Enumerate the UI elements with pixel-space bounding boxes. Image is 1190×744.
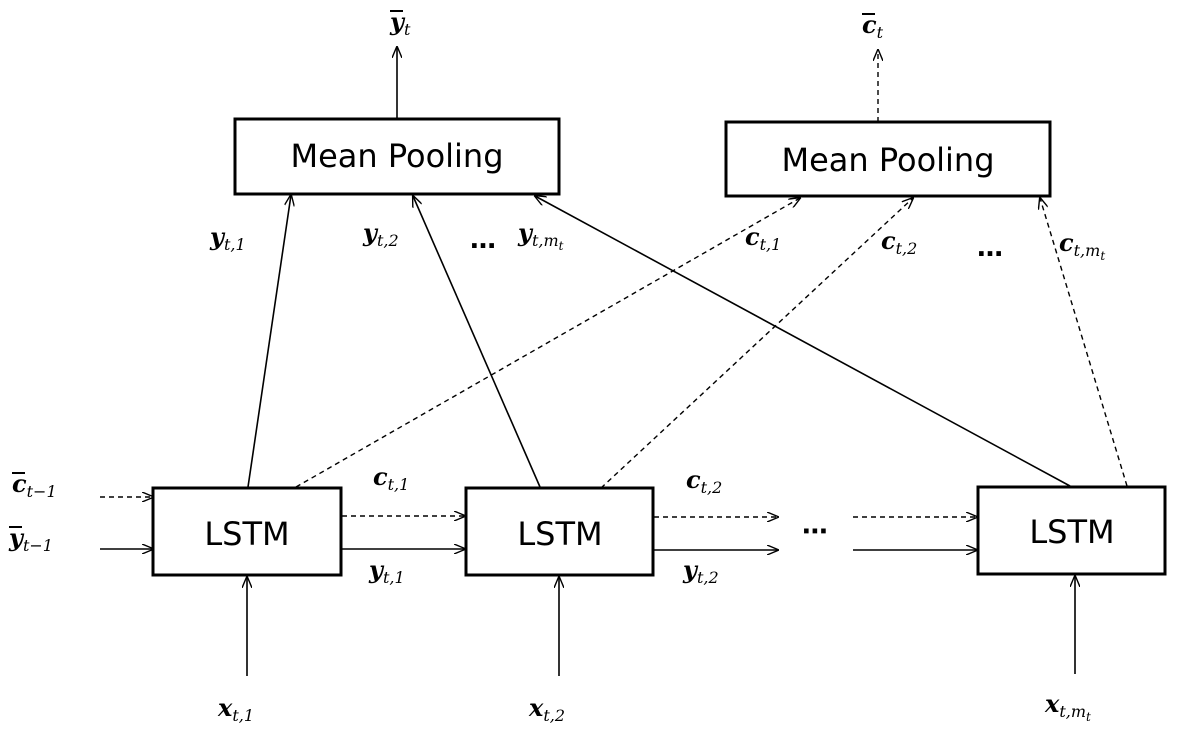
arrow-c-t2-to-pool xyxy=(600,198,913,489)
label-y-t1-output: yt,1 xyxy=(209,222,246,254)
arrow-c-t1-to-pool xyxy=(295,198,800,488)
lstm-box-1: LSTM xyxy=(151,486,343,577)
label-c-tm-output: ct,mt xyxy=(1059,228,1105,263)
label-y-t2-state: yt,2 xyxy=(682,555,719,587)
label-y-t2-output: yt,2 xyxy=(362,218,399,250)
mean-pooling-y-label: Mean Pooling xyxy=(290,137,503,175)
label-y-t1-state: yt,1 xyxy=(368,555,405,587)
label-c-t1-output: ct,1 xyxy=(745,222,781,254)
arrow-y-t1-to-pool xyxy=(247,195,291,488)
mean-pooling-c-label: Mean Pooling xyxy=(781,141,994,179)
lstm-m-label: LSTM xyxy=(1029,513,1114,551)
label-c-bar-prev: ct−1 xyxy=(12,469,57,501)
label-y-bar-prev: yt−1 xyxy=(8,523,53,555)
lstm-box-m: LSTM xyxy=(976,485,1167,576)
lstm-1-label: LSTM xyxy=(204,515,289,553)
label-y-tm-output: yt,mt xyxy=(517,218,564,253)
label-c-t2-state: ct,2 xyxy=(686,465,722,497)
lstm-2-label: LSTM xyxy=(517,515,602,553)
label-x-t2: xt,2 xyxy=(528,693,565,725)
label-c-t2-output: ct,2 xyxy=(881,226,917,258)
label-x-t1: xt,1 xyxy=(217,693,254,725)
arrow-y-t2-to-pool xyxy=(413,196,541,488)
label-x-tm: xt,mt xyxy=(1044,689,1091,724)
ellipsis-c-outputs: … xyxy=(977,233,1003,263)
label-c-bar-t: ct xyxy=(862,10,884,42)
mean-pooling-c-box: Mean Pooling xyxy=(724,120,1052,198)
label-y-bar-t: yt xyxy=(389,7,411,39)
arrow-y-tm-to-pool xyxy=(535,196,1071,487)
mean-pooling-y-box: Mean Pooling xyxy=(233,117,561,196)
label-c-t1-state: ct,1 xyxy=(373,462,409,494)
ellipsis-y-outputs: … xyxy=(470,225,496,255)
lstm-box-2: LSTM xyxy=(464,486,655,577)
ellipsis-sequence: ⋯ xyxy=(802,517,828,547)
